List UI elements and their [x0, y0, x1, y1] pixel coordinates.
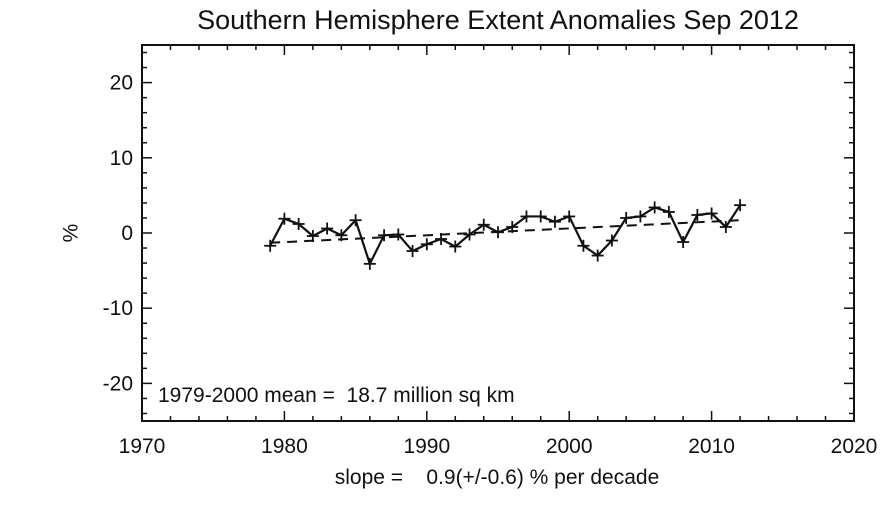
- x-tick-label: 2010: [688, 435, 735, 458]
- data-point-markers: [264, 199, 747, 270]
- chart-title: Southern Hemisphere Extent Anomalies Sep…: [197, 5, 799, 35]
- data-point: [335, 229, 348, 242]
- data-point: [563, 210, 576, 223]
- y-tick-label: 10: [110, 147, 133, 170]
- data-point: [306, 230, 319, 243]
- data-point: [363, 257, 376, 270]
- data-point: [492, 226, 504, 239]
- data-point: [378, 229, 391, 242]
- x-tick-label: 1980: [261, 435, 308, 458]
- y-tick-label: 0: [121, 222, 133, 245]
- y-axis-label: %: [60, 224, 83, 243]
- data-point: [278, 212, 291, 225]
- y-tick-label: 20: [110, 72, 133, 95]
- data-point: [435, 233, 448, 246]
- data-point: [264, 239, 277, 252]
- data-point: [648, 201, 661, 214]
- y-tick-label: -20: [103, 372, 133, 395]
- data-point: [620, 211, 633, 224]
- data-point: [634, 210, 647, 223]
- data-point: [534, 210, 547, 223]
- data-point: [406, 245, 419, 258]
- data-point: [520, 210, 533, 223]
- data-point: [605, 234, 618, 247]
- x-tick-label: 1990: [403, 435, 450, 458]
- data-point: [577, 239, 590, 252]
- series-line: [269, 204, 742, 267]
- mean-annotation: 1979-2000 mean = 18.7 million sq km: [158, 384, 515, 407]
- axis-ticks: [141, 45, 855, 421]
- data-point: [349, 214, 362, 227]
- y-tick-label: -10: [103, 297, 133, 320]
- data-point: [591, 249, 604, 262]
- data-point: [463, 228, 476, 241]
- data-point: [392, 228, 405, 241]
- x-tick-label: 1970: [119, 435, 166, 458]
- data-point: [705, 207, 718, 220]
- data-point: [719, 220, 732, 233]
- data-point: [677, 236, 690, 249]
- data-point: [420, 238, 433, 251]
- data-point: [691, 208, 704, 221]
- data-point: [477, 218, 490, 231]
- data-point: [506, 220, 519, 233]
- data-point: [548, 215, 561, 228]
- data-point: [449, 240, 462, 253]
- trend-line: [270, 219, 741, 244]
- data-point: [734, 199, 747, 212]
- x-tick-label: 2000: [546, 435, 593, 458]
- data-point: [662, 205, 675, 218]
- data-point: [321, 222, 334, 235]
- data-point: [292, 217, 305, 230]
- slope-annotation: slope = 0.9(+/-0.6) % per decade: [335, 466, 660, 489]
- axis-tick-labels: 1970 1980 1990 2000 2010 2020 -20 -10 0 10 20: [103, 72, 878, 458]
- x-tick-label: 2020: [831, 435, 878, 458]
